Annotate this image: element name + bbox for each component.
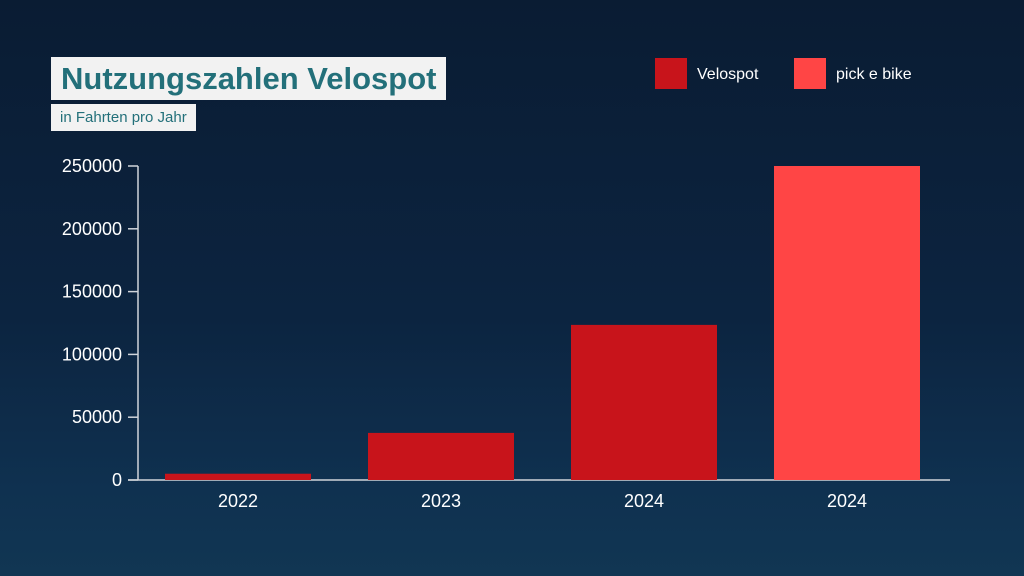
bar-velospot [368, 432, 514, 480]
legend-swatch [794, 58, 826, 89]
bar-pick-e-bike [774, 166, 920, 480]
title-box: Nutzungszahlen Velospot [51, 57, 447, 100]
subtitle-box: in Fahrten pro Jahr [51, 104, 196, 131]
legend-label: pick e bike [836, 66, 912, 83]
x-tick-label: 2023 [421, 491, 461, 511]
chart-subtitle: in Fahrten pro Jahr [60, 109, 187, 126]
legend-label: Velospot [697, 66, 759, 83]
y-tick-label: 100000 [62, 344, 122, 364]
y-tick-label: 250000 [62, 156, 122, 176]
chart-title: Nutzungszahlen Velospot [61, 60, 437, 96]
bar-velospot [571, 324, 717, 480]
y-tick-label: 0 [112, 470, 122, 490]
y-tick-label: 150000 [62, 282, 122, 302]
bar-velospot [165, 473, 311, 480]
x-tick-label: 2022 [218, 491, 258, 511]
x-tick-label: 2024 [624, 491, 664, 511]
x-tick-label: 2024 [827, 491, 867, 511]
legend-swatch [655, 58, 687, 89]
y-tick-label: 200000 [62, 219, 122, 239]
y-tick-label: 50000 [72, 407, 122, 427]
